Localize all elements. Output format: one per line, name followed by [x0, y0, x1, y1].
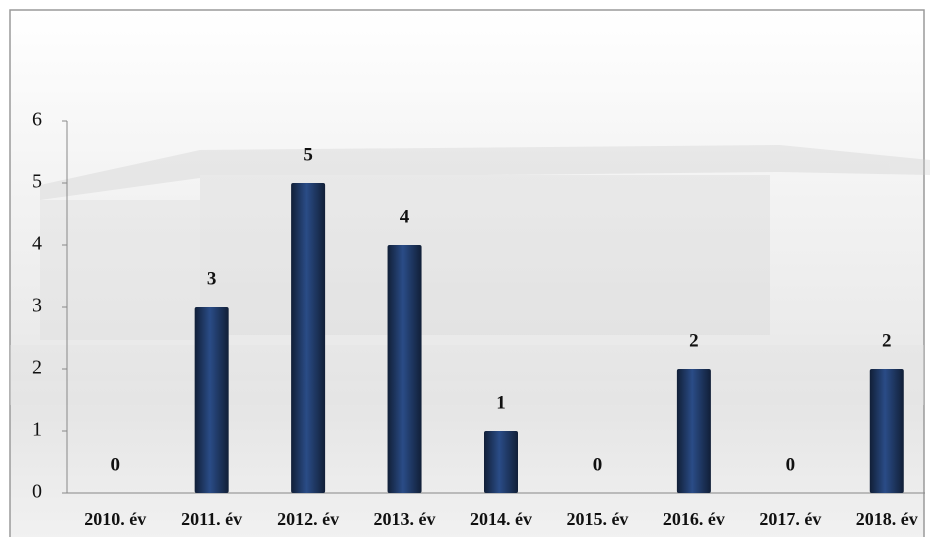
value-label: 0	[786, 454, 796, 475]
x-tick-label: 2018. év	[856, 509, 918, 529]
value-label: 1	[496, 392, 506, 413]
value-label: 0	[110, 454, 120, 475]
y-tick-label: 1	[32, 419, 42, 441]
value-label: 2	[882, 330, 892, 351]
x-tick-label: 2011. év	[181, 509, 242, 529]
y-tick-label: 0	[32, 481, 42, 503]
y-tick-label: 2	[32, 357, 42, 379]
y-tick-label: 4	[32, 233, 42, 255]
y-tick-label: 3	[32, 295, 42, 317]
bar	[194, 307, 229, 493]
bar	[291, 183, 326, 493]
x-tick-label: 2010. év	[84, 509, 146, 529]
x-tick-label: 2017. év	[759, 509, 821, 529]
bar	[869, 369, 904, 493]
value-label: 3	[207, 268, 217, 289]
x-tick-label: 2015. év	[566, 509, 628, 529]
bar	[484, 431, 518, 493]
x-tick-label: 2014. év	[470, 509, 532, 529]
y-tick-label: 6	[32, 109, 42, 131]
value-label: 4	[400, 206, 410, 227]
chart-frame	[9, 9, 925, 537]
value-label: 0	[593, 454, 603, 475]
value-label: 5	[303, 144, 313, 165]
x-tick-label: 2012. év	[277, 509, 339, 529]
bar	[676, 369, 711, 493]
bar	[387, 245, 422, 493]
x-tick-label: 2013. év	[374, 509, 436, 529]
value-label: 2	[689, 330, 699, 351]
y-tick-label: 5	[32, 171, 42, 193]
x-tick-label: 2016. év	[663, 509, 725, 529]
